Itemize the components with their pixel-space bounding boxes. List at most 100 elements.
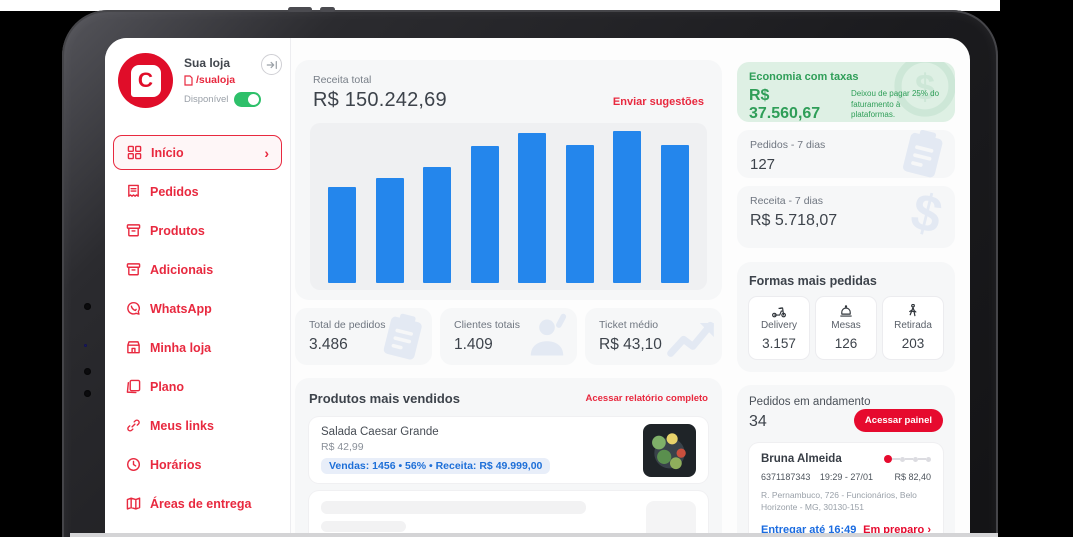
sidebar-item-horarios[interactable]: Horários xyxy=(113,447,282,482)
bar-chart xyxy=(310,123,707,290)
sidebar-item-inicio[interactable]: Início › xyxy=(113,135,282,170)
method-label: Delivery xyxy=(760,320,798,331)
access-panel-button[interactable]: Acessar painel xyxy=(853,409,943,432)
store-logo: C xyxy=(118,53,173,108)
availability-toggle[interactable] xyxy=(234,92,262,107)
collapse-arrow-icon xyxy=(266,60,277,69)
method-delivery[interactable]: Delivery 3.157 xyxy=(749,297,809,359)
chevron-right-icon: › xyxy=(927,523,931,536)
sidebar-item-label: Minha loja xyxy=(150,340,212,355)
toggle-knob xyxy=(248,94,260,105)
chart-bar xyxy=(565,144,594,283)
product-price: R$ 42,99 xyxy=(321,441,364,453)
stat-value: R$ 43,10 xyxy=(599,336,662,353)
whatsapp-icon xyxy=(125,301,141,316)
stat-value: 3.486 xyxy=(309,336,348,353)
logo-letter: C xyxy=(137,68,154,92)
sidebar-item-areas-de-entrega[interactable]: Áreas de entrega xyxy=(113,486,282,521)
sidebar-item-minha-loja[interactable]: Minha loja xyxy=(113,330,282,365)
chart-bar xyxy=(423,167,452,283)
sidebar-item-label: WhatsApp xyxy=(150,301,212,316)
sidebar-item-pedidos[interactable]: Pedidos xyxy=(113,174,282,209)
method-value: 3.157 xyxy=(762,336,796,351)
chart-bar xyxy=(375,178,404,283)
sidebar-item-meus-links[interactable]: Meus links xyxy=(113,408,282,443)
bell-icon xyxy=(818,304,874,318)
availability-row: Disponível xyxy=(184,92,262,107)
full-report-link[interactable]: Acessar relatório completo xyxy=(585,393,709,404)
layers-icon xyxy=(125,379,141,394)
camera-dot xyxy=(84,390,91,397)
box-icon xyxy=(125,223,141,238)
stat-value: 1.409 xyxy=(454,336,493,353)
app-screen: C Sua loja /sualoja Disponível xyxy=(105,38,970,537)
stat-label: Total de pedidos xyxy=(309,319,386,331)
ongoing-orders-title: Pedidos em andamento xyxy=(749,396,871,408)
page-background-strip xyxy=(0,0,1000,11)
savings-card: Economia com taxas R$ 37.560,67 Deixou d… xyxy=(737,62,955,122)
send-suggestions-link[interactable]: Enviar sugestões xyxy=(612,96,704,108)
method-retirada[interactable]: Retirada 203 xyxy=(883,297,943,359)
chart-bar xyxy=(518,132,547,283)
method-value: 126 xyxy=(834,336,858,351)
skeleton-image xyxy=(646,501,696,537)
order-progress-indicator xyxy=(884,455,931,463)
sidebar-item-whatsapp[interactable]: WhatsApp xyxy=(113,291,282,326)
camera-dot xyxy=(84,303,91,310)
orders-7d-card: Pedidos - 7 dias 127 xyxy=(737,130,955,178)
sidebar-item-label: Pedidos xyxy=(150,184,199,199)
sidebar-item-label: Meus links xyxy=(150,418,214,433)
sidebar-item-label: Produtos xyxy=(150,223,205,238)
order-methods-card: Formas mais pedidas Delivery 3.157 Mesas… xyxy=(737,262,955,372)
chart-bar xyxy=(328,187,356,283)
store-handle-link[interactable]: /sualoja xyxy=(184,74,235,86)
method-value: 203 xyxy=(901,336,925,351)
revenue-7d-value: R$ 5.718,07 xyxy=(750,212,838,229)
method-mesas[interactable]: Mesas 126 xyxy=(816,297,876,359)
sidebar-item-label: Início xyxy=(151,145,184,160)
stat-card-ticket-medio: Ticket médio R$ 43,10 xyxy=(585,308,722,365)
deliver-by-time: Entregar até 16:49 xyxy=(761,523,857,536)
savings-note: Deixou de pagar 25% do faturamento à pla… xyxy=(851,89,940,120)
stats-row: Total de pedidos 3.486 Clientes totais 1… xyxy=(295,308,722,365)
ongoing-orders-count: 34 xyxy=(749,413,767,430)
revenue-7d-card: Receita - 7 dias R$ 5.718,07 $ xyxy=(737,186,955,248)
top-products-title: Produtos mais vendidos xyxy=(309,391,460,406)
sidebar-item-produtos[interactable]: Produtos xyxy=(113,213,282,248)
order-address: R. Pernambuco, 726 - Funcionários, Belo … xyxy=(761,490,917,512)
method-label: Mesas xyxy=(831,320,861,331)
box-plus-icon xyxy=(125,262,141,277)
order-status-link[interactable]: Em preparo › xyxy=(863,523,931,536)
sidebar-item-plano[interactable]: Plano xyxy=(113,369,282,404)
logo-badge-icon: C xyxy=(130,64,161,97)
sidebar-collapse-button[interactable] xyxy=(261,54,282,75)
availability-label: Disponível xyxy=(184,94,229,105)
store-icon xyxy=(125,340,141,355)
sensor-dot xyxy=(84,344,87,347)
stat-label: Clientes totais xyxy=(454,319,520,331)
product-row[interactable]: Salada Caesar Grande R$ 42,99 Vendas: 14… xyxy=(309,417,708,483)
stat-card-total-pedidos: Total de pedidos 3.486 xyxy=(295,308,432,365)
tablet-frame: C Sua loja /sualoja Disponível xyxy=(62,7,998,537)
stat-label: Ticket médio xyxy=(599,319,659,331)
page-icon xyxy=(184,74,193,86)
sidebar-item-label: Plano xyxy=(150,379,185,394)
chevron-right-icon: › xyxy=(264,144,269,161)
sidebar-item-label: Áreas de entrega xyxy=(150,496,252,511)
chart-bar xyxy=(613,131,642,283)
sidebar-item-label: Adicionais xyxy=(150,262,214,277)
revenue-7d-label: Receita - 7 dias xyxy=(750,195,823,207)
volume-button xyxy=(288,7,312,12)
image-cut-strip xyxy=(70,533,998,537)
order-id: 6371187343 xyxy=(761,472,811,482)
chart-bar xyxy=(470,146,499,283)
sidebar-item-adicionais[interactable]: Adicionais xyxy=(113,252,282,287)
product-name: Salada Caesar Grande xyxy=(321,426,439,438)
savings-value: R$ 37.560,67 xyxy=(749,87,821,122)
order-card[interactable]: Bruna Almeida 6371187343 19:29 - 27/01 R… xyxy=(749,443,943,537)
order-customer-name: Bruna Almeida xyxy=(761,453,842,465)
savings-title: Economia com taxas xyxy=(749,71,859,83)
volume-button xyxy=(320,7,335,12)
grid-icon xyxy=(126,145,142,160)
